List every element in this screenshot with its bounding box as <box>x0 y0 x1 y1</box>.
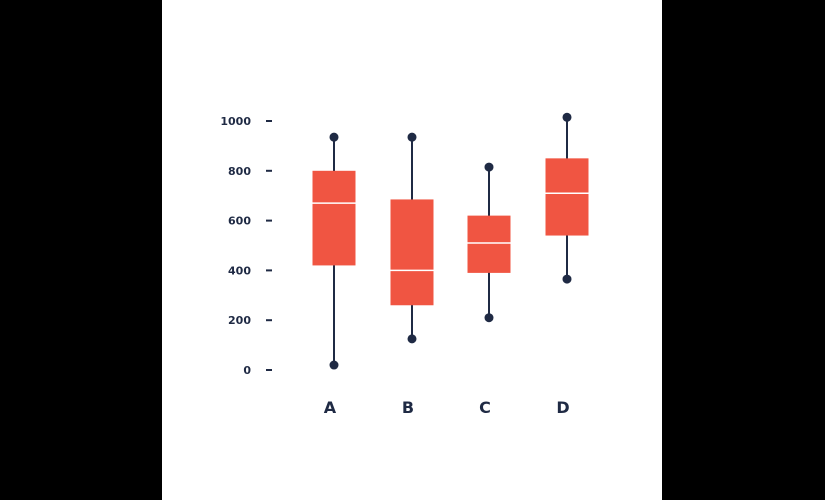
whisker-low-point <box>407 334 417 344</box>
y-tick-label: 400 <box>228 264 251 277</box>
whisker-low-point <box>484 313 494 323</box>
chart-canvas: 1000 800 600 400 200 0 A B C D <box>162 0 662 500</box>
box-a <box>312 132 356 370</box>
box-c <box>467 162 511 323</box>
y-axis: 1000 800 600 400 200 0 <box>220 115 272 377</box>
whisker-high-point <box>407 132 417 142</box>
x-category-label: A <box>324 398 337 417</box>
box-plot-series <box>312 112 589 370</box>
whisker-low-point <box>329 360 339 370</box>
box-b <box>390 132 434 344</box>
y-tick-label: 800 <box>228 165 251 178</box>
x-category-label: C <box>479 398 491 417</box>
y-tick-label: 1000 <box>220 115 251 128</box>
box-iqr <box>467 215 511 273</box>
box-plot-chart: 1000 800 600 400 200 0 A B C D <box>220 112 589 417</box>
x-axis: A B C D <box>324 398 570 417</box>
box-iqr <box>312 170 356 266</box>
whisker-low-point <box>562 274 572 284</box>
x-category-label: B <box>402 398 414 417</box>
box-iqr <box>545 158 589 236</box>
box-d <box>545 112 589 284</box>
y-tick-label: 600 <box>228 215 251 228</box>
whisker-high-point <box>329 132 339 142</box>
y-tick-label: 200 <box>228 314 251 327</box>
x-category-label: D <box>556 398 569 417</box>
y-tick-label: 0 <box>243 364 251 377</box>
whisker-high-point <box>562 112 572 122</box>
whisker-high-point <box>484 162 494 172</box>
box-iqr <box>390 199 434 306</box>
